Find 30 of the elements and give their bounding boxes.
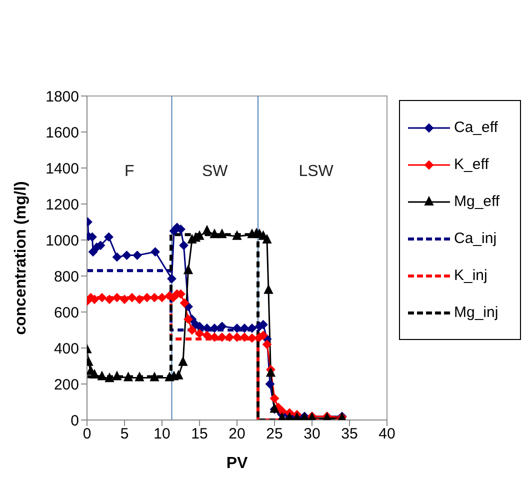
x-tick-label: 30 [304,426,320,443]
legend-label: K_inj [454,267,488,284]
legend-label: Mg_eff [454,193,500,210]
legend-label: Mg_inj [454,304,498,321]
y-tick-label: 1800 [46,88,79,106]
legend-label: Ca_inj [454,230,497,247]
y-tick-label: 1200 [46,196,79,214]
x-tick-label: 35 [341,426,358,443]
y-tick-label: 1400 [46,160,79,178]
x-tick-label: 15 [191,426,208,443]
y-tick-label: 600 [54,304,79,322]
x-tick-label: 25 [266,426,283,443]
y-tick-label: 1000 [46,232,79,250]
x-tick-label: 5 [120,426,129,443]
y-tick-label: 200 [54,376,79,394]
legend-label: Ca_eff [454,119,498,136]
x-tick-label: 0 [82,426,92,443]
legend-label: K_eff [454,156,489,173]
x-tick-label: 40 [378,426,396,443]
annotation: LSW [298,163,334,180]
x-axis-title: PV [226,455,248,472]
y-tick-label: 0 [70,412,79,430]
y-axis-title: concentration (mg/l) [12,181,30,335]
y-tick-label: 800 [54,268,79,286]
annotation: SW [202,163,229,180]
x-tick-label: 10 [154,426,170,443]
y-tick-label: 1600 [46,124,79,142]
x-tick-label: 20 [228,426,246,443]
annotation: F [124,163,134,180]
y-tick-label: 400 [54,340,79,358]
